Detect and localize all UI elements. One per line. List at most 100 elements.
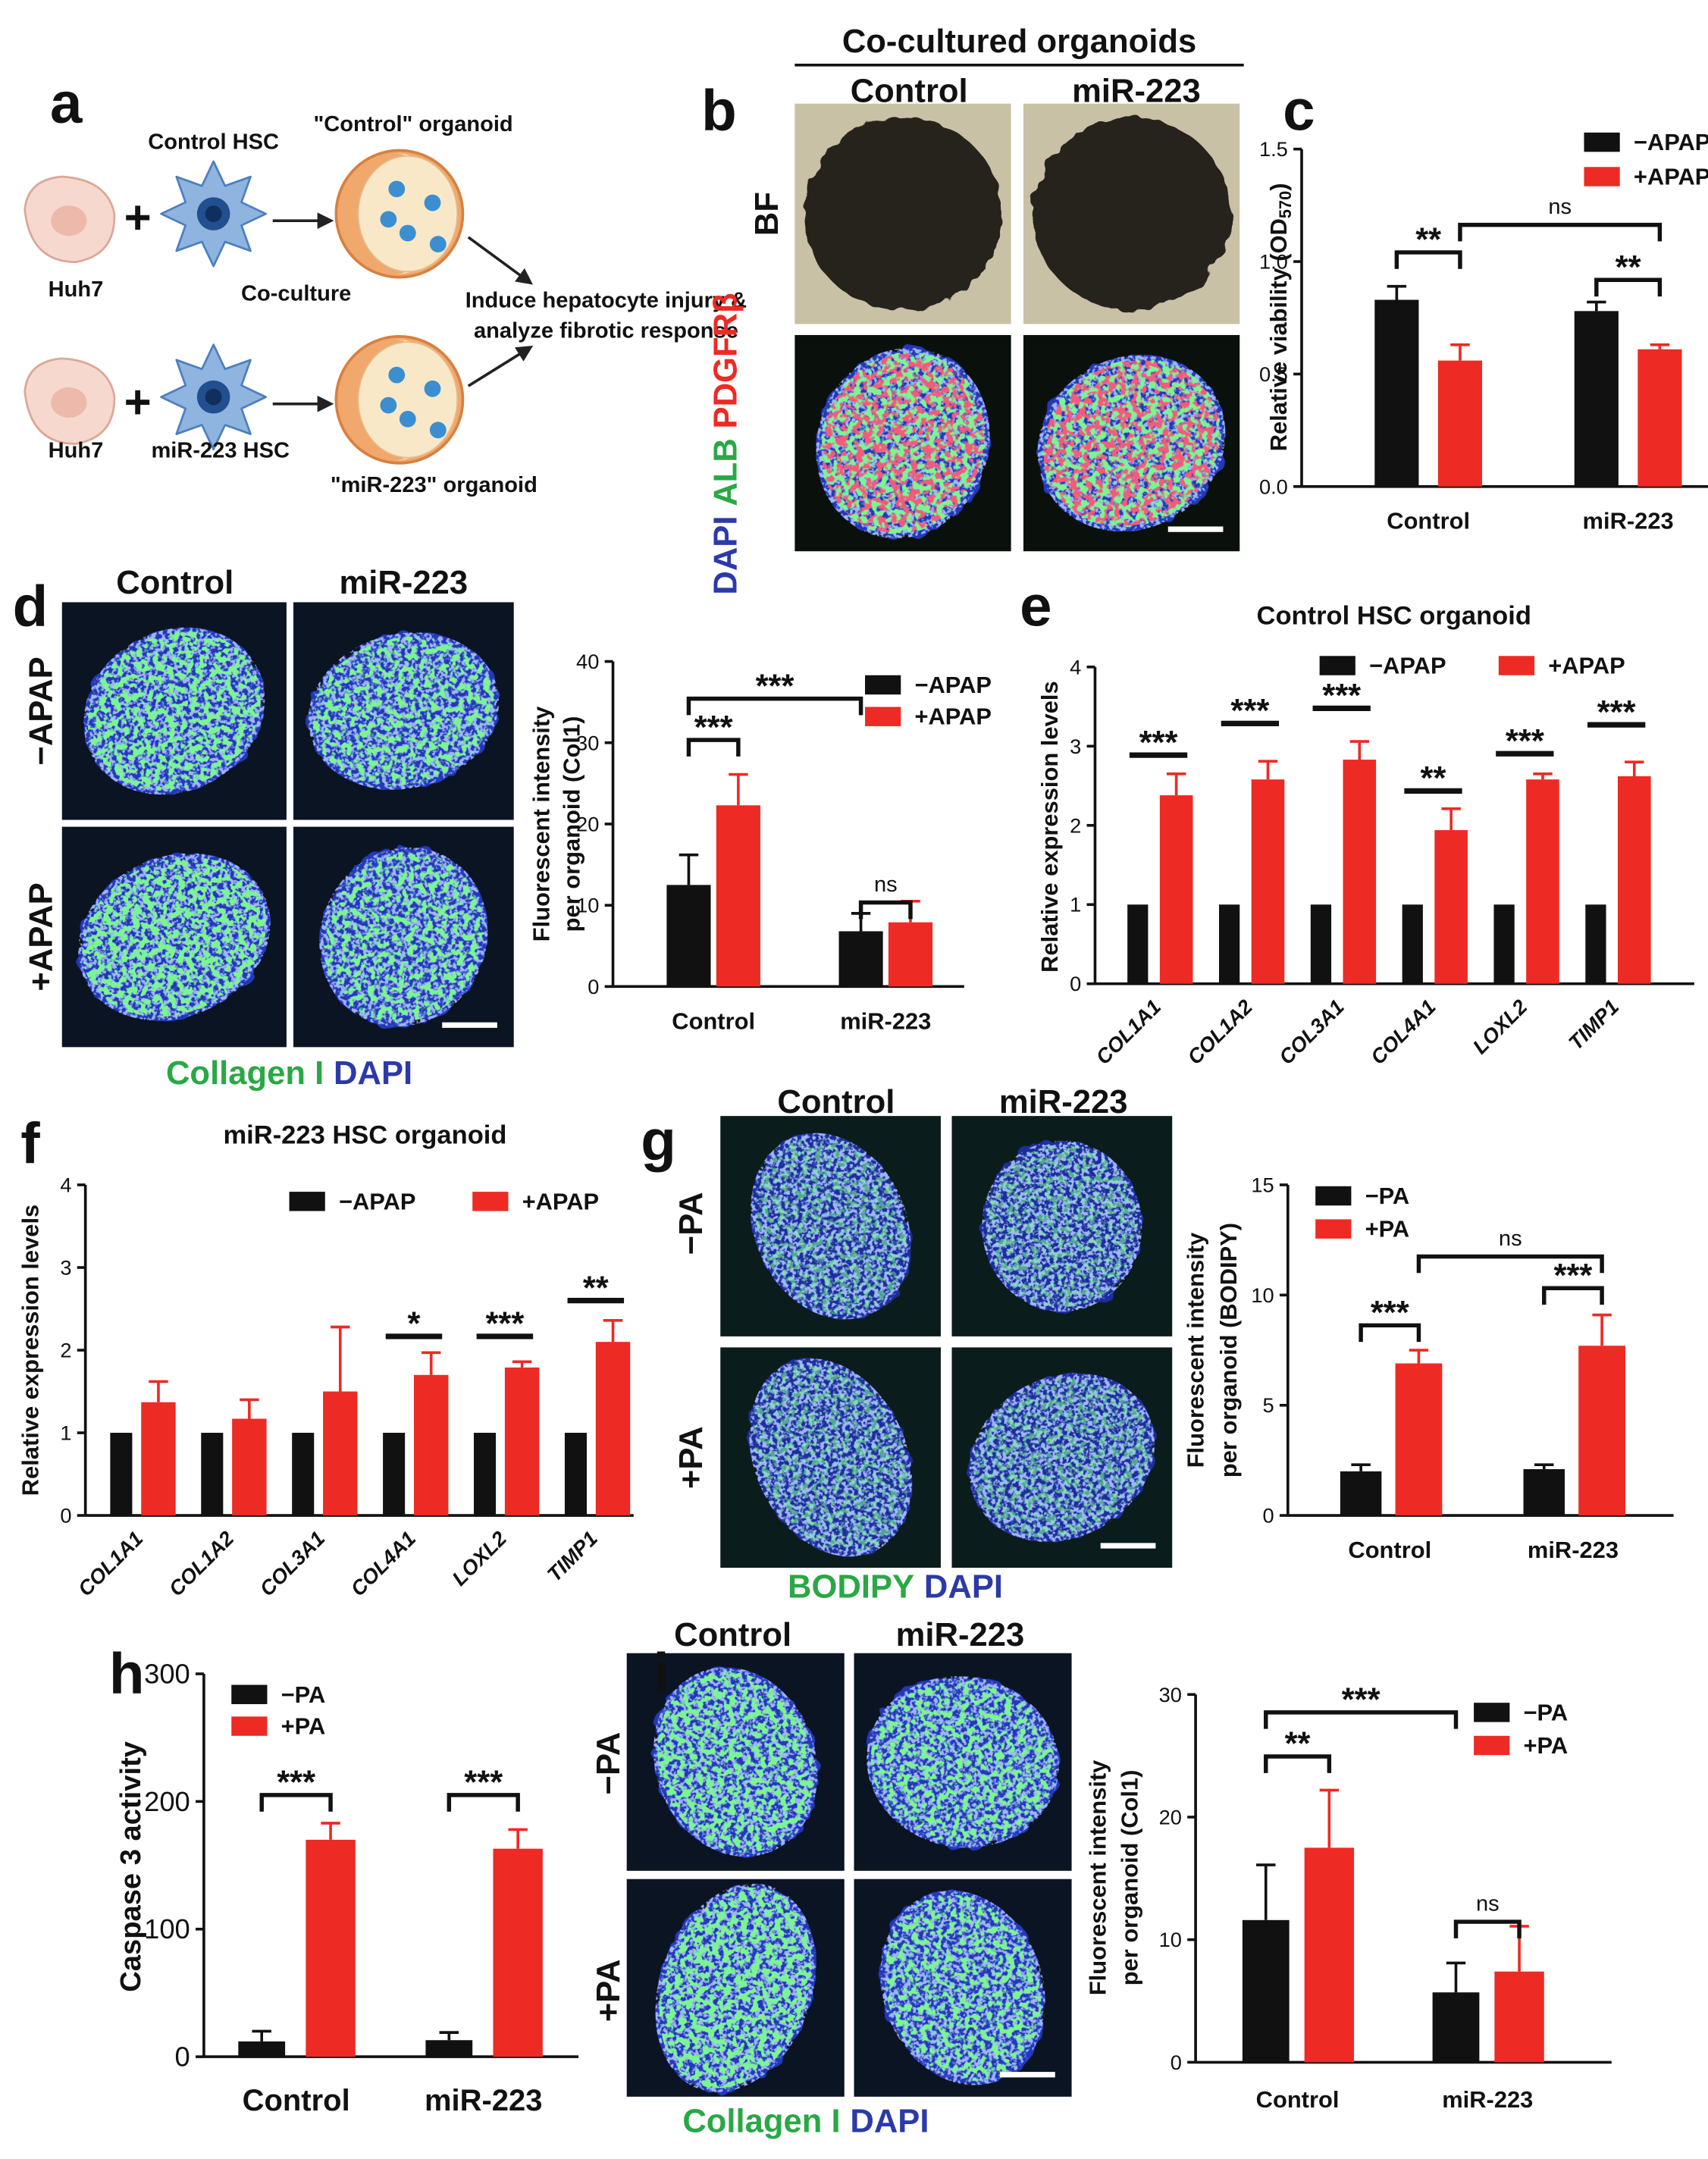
y-tick-label: 0 bbox=[1263, 1504, 1274, 1528]
bar bbox=[413, 1374, 449, 1516]
hsc-cluster bbox=[388, 180, 406, 198]
error-bar bbox=[1625, 760, 1644, 777]
error-bar bbox=[1256, 1863, 1276, 1920]
y-tick-label: 2 bbox=[1070, 813, 1081, 837]
outcome-label: Induce hepatocyte injury & bbox=[465, 289, 747, 313]
y-tick-label: 0 bbox=[1070, 972, 1081, 995]
legend-swatch bbox=[231, 1684, 268, 1704]
significance-label: * bbox=[408, 1306, 421, 1343]
error-bar bbox=[1592, 1313, 1612, 1346]
error-bar bbox=[1349, 740, 1370, 760]
x-tick-label: COL4A1 bbox=[346, 1527, 420, 1601]
nucleus-core bbox=[205, 388, 222, 406]
significance-label: *** bbox=[1139, 725, 1178, 761]
bar bbox=[1343, 760, 1377, 984]
hsc-cluster bbox=[399, 224, 416, 242]
x-tick-label: COL3A1 bbox=[1274, 995, 1349, 1069]
stain-label: BODIPY DAPI bbox=[788, 1569, 1003, 1606]
significance-bracket bbox=[686, 696, 863, 716]
error-bar bbox=[1351, 1463, 1371, 1471]
legend-label: +APAP bbox=[914, 703, 992, 730]
nucleus-core bbox=[205, 205, 222, 222]
significance-label: *** bbox=[1506, 723, 1544, 760]
panel-label: f bbox=[20, 1111, 40, 1176]
legend-swatch bbox=[1319, 656, 1355, 675]
x-tick-label: COL1A2 bbox=[164, 1527, 238, 1601]
legend-label: −APAP bbox=[1634, 129, 1708, 155]
legend-label: −APAP bbox=[339, 1188, 416, 1214]
significance-label: ** bbox=[1415, 222, 1441, 259]
green-signal bbox=[753, 1362, 908, 1553]
bar bbox=[1242, 1919, 1290, 2063]
legend-label: +APAP bbox=[522, 1188, 600, 1214]
significance-bracket bbox=[1416, 1254, 1604, 1274]
significance-bracket bbox=[1542, 1286, 1604, 1305]
y-axis-label: Relative viability (OD570) bbox=[1265, 183, 1295, 451]
plus: + bbox=[124, 192, 152, 244]
bar bbox=[1434, 830, 1468, 984]
nucleus bbox=[51, 387, 87, 418]
error-bar bbox=[240, 1398, 259, 1419]
bar bbox=[838, 931, 883, 987]
error-bar bbox=[1533, 772, 1553, 780]
bar bbox=[716, 805, 760, 987]
error-bar bbox=[321, 1822, 340, 1840]
y-axis-label: per organoid (BODIPY) bbox=[1215, 1223, 1242, 1477]
bar bbox=[504, 1367, 540, 1516]
error-bar bbox=[1587, 300, 1606, 312]
bar bbox=[425, 2040, 473, 2057]
y-tick-label: 0 bbox=[60, 1504, 71, 1528]
y-tick-label: 4 bbox=[60, 1173, 71, 1196]
stain: DAPI bbox=[334, 1055, 412, 1092]
nucleus bbox=[51, 205, 87, 237]
legend-label: −APAP bbox=[914, 672, 992, 698]
scale-bar bbox=[1100, 1543, 1156, 1549]
y-tick-label: 2 bbox=[60, 1339, 71, 1362]
bar bbox=[1127, 904, 1149, 984]
stain: ALB bbox=[708, 438, 744, 506]
y-tick-label: 30 bbox=[1159, 1683, 1182, 1706]
error-bar bbox=[149, 1380, 168, 1402]
column-label: Control bbox=[777, 1084, 895, 1120]
error-bar bbox=[1450, 343, 1470, 361]
significance-label: ns bbox=[1548, 195, 1572, 219]
bar bbox=[1340, 1471, 1382, 1516]
bar bbox=[232, 1418, 267, 1516]
bar bbox=[323, 1391, 358, 1516]
significance-label: *** bbox=[1553, 1258, 1592, 1294]
y-tick-label: 100 bbox=[144, 1913, 190, 1944]
column-label: miR-223 bbox=[999, 1084, 1128, 1120]
chart-title: Control HSC organoid bbox=[1257, 602, 1531, 631]
bar bbox=[474, 1433, 497, 1516]
y-tick-label: 0.5 bbox=[1259, 362, 1288, 386]
legend-swatch bbox=[1498, 656, 1535, 675]
bar bbox=[306, 1839, 356, 2057]
error-bar bbox=[1446, 1961, 1466, 1993]
error-bar bbox=[603, 1318, 623, 1343]
legend-label: −PA bbox=[1524, 1699, 1569, 1725]
significance-label: ** bbox=[1421, 760, 1446, 797]
y-tick-label: 20 bbox=[576, 812, 599, 835]
y-tick-label: 1.0 bbox=[1259, 250, 1288, 274]
panel-label: e bbox=[1020, 574, 1051, 638]
legend-swatch bbox=[1584, 167, 1620, 186]
significance-label: *** bbox=[485, 1306, 524, 1343]
y-axis-label-subscript: 570 bbox=[1276, 191, 1295, 218]
legend-swatch bbox=[865, 675, 901, 695]
legend-label: −APAP bbox=[1369, 653, 1446, 679]
y-axis-label: per organoid (Col1) bbox=[559, 716, 585, 932]
significance-label: *** bbox=[756, 668, 794, 704]
bar bbox=[1574, 311, 1619, 487]
bar bbox=[1523, 1469, 1565, 1516]
step-label: Co-culture bbox=[241, 281, 351, 306]
y-axis-label: per organoid (Col1) bbox=[1116, 1770, 1142, 1986]
legend-label: +APAP bbox=[1634, 163, 1708, 190]
significance-bracket bbox=[259, 1793, 333, 1812]
error-bar bbox=[1409, 1349, 1429, 1364]
hsc-label: miR-223 HSC bbox=[151, 439, 290, 463]
y-tick-label: 4 bbox=[1070, 655, 1081, 678]
bar bbox=[292, 1433, 315, 1516]
y-tick-label: 40 bbox=[576, 650, 599, 673]
bar bbox=[1251, 779, 1285, 984]
